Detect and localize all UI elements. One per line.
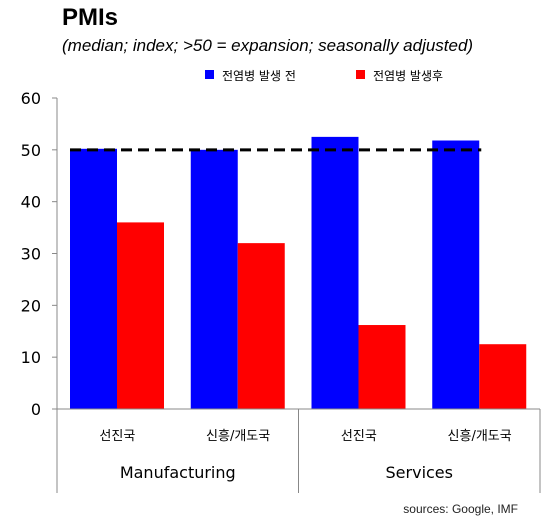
chart-subtitle: (median; index; >50 = expansion; seasona… xyxy=(62,36,474,55)
bar-s1-c4 xyxy=(432,140,480,409)
source-note: sources: Google, IMF xyxy=(403,502,518,516)
x-category-label: 신흥/개도국 xyxy=(448,429,512,444)
x-group-label: Services xyxy=(386,463,453,482)
y-tick-label: 10 xyxy=(21,348,41,367)
y-tick-label: 30 xyxy=(21,245,41,264)
chart-title: PMIs xyxy=(62,4,119,31)
x-group-label: Manufacturing xyxy=(120,463,236,482)
bar-s1-c2 xyxy=(190,149,238,410)
bar-s2-c3 xyxy=(358,325,406,409)
x-category-label: 선진국 xyxy=(341,429,377,444)
y-tick-label: 40 xyxy=(21,193,41,212)
y-tick-label: 50 xyxy=(21,141,41,160)
x-category-label: 선진국 xyxy=(99,429,135,444)
x-category-label: 신흥/개도국 xyxy=(206,429,270,444)
legend-swatch-1 xyxy=(205,70,214,79)
bar-s2-c2 xyxy=(237,243,285,409)
y-tick-label: 0 xyxy=(31,400,41,419)
y-tick-label: 20 xyxy=(21,296,41,315)
bar-s2-c4 xyxy=(479,344,527,409)
bar-s1-c1 xyxy=(70,148,117,409)
legend-swatch-2 xyxy=(356,70,365,79)
bar-s1-c3 xyxy=(311,136,359,409)
bar-s2-c1 xyxy=(117,222,164,409)
legend-label-1: 전염병 발생 전 xyxy=(222,69,296,83)
y-tick-label: 60 xyxy=(21,89,41,108)
legend-label-2: 전염병 발생후 xyxy=(373,69,443,83)
